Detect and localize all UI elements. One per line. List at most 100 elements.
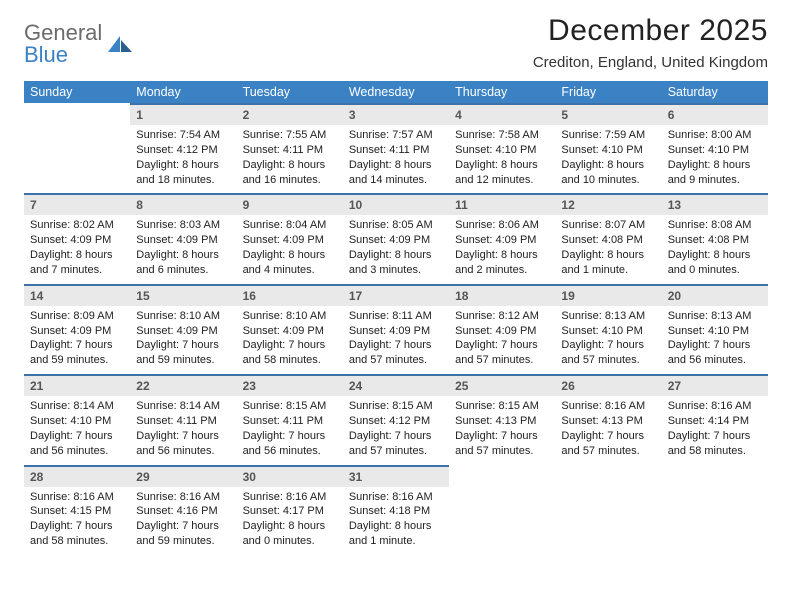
month-title: December 2025 <box>533 14 768 48</box>
sunrise-line: Sunrise: 8:03 AM <box>136 218 230 233</box>
daylight-line: Daylight: 8 hours and 6 minutes. <box>136 248 230 278</box>
day-info: Sunrise: 8:16 AMSunset: 4:14 PMDaylight:… <box>668 399 762 458</box>
weekday-header: Sunday <box>24 81 130 103</box>
weekday-header: Saturday <box>662 81 768 103</box>
day-info: Sunrise: 8:05 AMSunset: 4:09 PMDaylight:… <box>349 218 443 277</box>
day-info: Sunrise: 8:06 AMSunset: 4:09 PMDaylight:… <box>455 218 549 277</box>
daylight-line: Daylight: 8 hours and 7 minutes. <box>30 248 124 278</box>
sunset-line: Sunset: 4:15 PM <box>30 504 124 519</box>
day-info: Sunrise: 8:15 AMSunset: 4:13 PMDaylight:… <box>455 399 549 458</box>
sunset-line: Sunset: 4:10 PM <box>668 143 762 158</box>
daylight-line: Daylight: 8 hours and 0 minutes. <box>243 519 337 549</box>
day-number: 8 <box>130 193 236 215</box>
day-number: 15 <box>130 284 236 306</box>
daylight-line: Daylight: 8 hours and 0 minutes. <box>668 248 762 278</box>
sunset-line: Sunset: 4:10 PM <box>561 324 655 339</box>
calendar-day-cell: 2Sunrise: 7:55 AMSunset: 4:11 PMDaylight… <box>237 103 343 193</box>
day-number: 29 <box>130 465 236 487</box>
sunset-line: Sunset: 4:09 PM <box>349 324 443 339</box>
sunrise-line: Sunrise: 8:07 AM <box>561 218 655 233</box>
sunset-line: Sunset: 4:08 PM <box>668 233 762 248</box>
day-info: Sunrise: 8:09 AMSunset: 4:09 PMDaylight:… <box>30 309 124 368</box>
calendar-page: General Blue December 2025 Crediton, Eng… <box>0 0 792 612</box>
calendar-day-cell: 9Sunrise: 8:04 AMSunset: 4:09 PMDaylight… <box>237 193 343 283</box>
daylight-line: Daylight: 7 hours and 56 minutes. <box>136 429 230 459</box>
calendar-day-cell: 18Sunrise: 8:12 AMSunset: 4:09 PMDayligh… <box>449 284 555 374</box>
daylight-line: Daylight: 8 hours and 16 minutes. <box>243 158 337 188</box>
brand-text: General Blue <box>24 22 102 66</box>
day-info: Sunrise: 7:58 AMSunset: 4:10 PMDaylight:… <box>455 128 549 187</box>
day-info: Sunrise: 8:08 AMSunset: 4:08 PMDaylight:… <box>668 218 762 277</box>
calendar-week-row: 28Sunrise: 8:16 AMSunset: 4:15 PMDayligh… <box>24 465 768 555</box>
day-number: 26 <box>555 374 661 396</box>
sunset-line: Sunset: 4:17 PM <box>243 504 337 519</box>
calendar-day-cell: 22 Sunrise: 8:14 AMSunset: 4:11 PMDayligh… <box>130 374 236 464</box>
daylight-line: Daylight: 7 hours and 57 minutes. <box>561 429 655 459</box>
sunset-line: Sunset: 4:09 PM <box>243 324 337 339</box>
day-number: 14 <box>24 284 130 306</box>
calendar-week-row: 21Sunrise: 8:14 AMSunset: 4:10 PMDayligh… <box>24 374 768 464</box>
day-info: Sunrise: 7:59 AMSunset: 4:10 PMDaylight:… <box>561 128 655 187</box>
day-info: Sunrise: 8:10 AMSunset: 4:09 PMDaylight:… <box>136 309 230 368</box>
weekday-header: Wednesday <box>343 81 449 103</box>
day-info: Sunrise: 8:07 AMSunset: 4:08 PMDaylight:… <box>561 218 655 277</box>
calendar-day-cell: 15 Sunrise: 8:10 AMSunset: 4:09 PMDayligh… <box>130 284 236 374</box>
daylight-line: Daylight: 8 hours and 1 minute. <box>561 248 655 278</box>
day-number: 22 <box>130 374 236 396</box>
calendar-head: SundayMondayTuesdayWednesdayThursdayFrid… <box>24 81 768 103</box>
day-number: 2 <box>237 103 343 125</box>
day-number: 25 <box>449 374 555 396</box>
calendar-day-cell <box>555 465 661 555</box>
day-number: 12 <box>555 193 661 215</box>
calendar-day-cell: 14 Sunrise: 8:09 AMSunset: 4:09 PMDayligh… <box>24 284 130 374</box>
day-info: Sunrise: 8:16 AMSunset: 4:13 PMDaylight:… <box>561 399 655 458</box>
brand-sail-icon <box>106 34 134 54</box>
calendar-day-cell: 7 Sunrise: 8:02 AMSunset: 4:09 PMDaylight… <box>24 193 130 283</box>
sunset-line: Sunset: 4:12 PM <box>136 143 230 158</box>
sunrise-line: Sunrise: 7:54 AM <box>136 128 230 143</box>
daylight-line: Daylight: 8 hours and 2 minutes. <box>455 248 549 278</box>
sunrise-line: Sunrise: 8:16 AM <box>136 490 230 505</box>
daylight-line: Daylight: 8 hours and 4 minutes. <box>243 248 337 278</box>
day-info: Sunrise: 8:15 AMSunset: 4:11 PMDaylight:… <box>243 399 337 458</box>
sunset-line: Sunset: 4:09 PM <box>455 324 549 339</box>
day-info: Sunrise: 8:15 AMSunset: 4:12 PMDaylight:… <box>349 399 443 458</box>
calendar-day-cell <box>449 465 555 555</box>
weekday-header: Monday <box>130 81 236 103</box>
day-info: Sunrise: 8:14 AMSunset: 4:11 PMDaylight:… <box>136 399 230 458</box>
daylight-line: Daylight: 7 hours and 57 minutes. <box>455 429 549 459</box>
day-info: Sunrise: 8:12 AMSunset: 4:09 PMDaylight:… <box>455 309 549 368</box>
day-info: Sunrise: 8:16 AMSunset: 4:17 PMDaylight:… <box>243 490 337 549</box>
sunrise-line: Sunrise: 7:57 AM <box>349 128 443 143</box>
sunrise-line: Sunrise: 8:09 AM <box>30 309 124 324</box>
calendar-week-row: 7 Sunrise: 8:02 AMSunset: 4:09 PMDaylight… <box>24 193 768 283</box>
sunrise-line: Sunrise: 8:13 AM <box>561 309 655 324</box>
sunset-line: Sunset: 4:09 PM <box>136 324 230 339</box>
sunrise-line: Sunrise: 8:10 AM <box>243 309 337 324</box>
calendar-day-cell: 1Sunrise: 7:54 AMSunset: 4:12 PMDaylight… <box>130 103 236 193</box>
day-info: Sunrise: 8:14 AMSunset: 4:10 PMDaylight:… <box>30 399 124 458</box>
day-number: 9 <box>237 193 343 215</box>
daylight-line: Daylight: 7 hours and 59 minutes. <box>136 338 230 368</box>
sunrise-line: Sunrise: 8:16 AM <box>561 399 655 414</box>
daylight-line: Daylight: 7 hours and 57 minutes. <box>349 429 443 459</box>
daylight-line: Daylight: 7 hours and 57 minutes. <box>561 338 655 368</box>
daylight-line: Daylight: 8 hours and 3 minutes. <box>349 248 443 278</box>
calendar-day-cell: 6Sunrise: 8:00 AMSunset: 4:10 PMDaylight… <box>662 103 768 193</box>
calendar-day-cell: 13Sunrise: 8:08 AMSunset: 4:08 PMDayligh… <box>662 193 768 283</box>
calendar-day-cell: 25 Sunrise: 8:15 AMSunset: 4:13 PMDayligh… <box>449 374 555 464</box>
day-number: 3 <box>343 103 449 125</box>
day-number: 30 <box>237 465 343 487</box>
sunset-line: Sunset: 4:18 PM <box>349 504 443 519</box>
sunset-line: Sunset: 4:10 PM <box>561 143 655 158</box>
day-number: 7 <box>24 193 130 215</box>
daylight-line: Daylight: 7 hours and 58 minutes. <box>30 519 124 549</box>
day-number: 10 <box>343 193 449 215</box>
day-info: Sunrise: 8:02 AMSunset: 4:09 PMDaylight:… <box>30 218 124 277</box>
sunrise-line: Sunrise: 8:05 AM <box>349 218 443 233</box>
sunset-line: Sunset: 4:16 PM <box>136 504 230 519</box>
header: General Blue December 2025 Crediton, Eng… <box>24 14 768 71</box>
day-number: 5 <box>555 103 661 125</box>
sunrise-line: Sunrise: 8:15 AM <box>455 399 549 414</box>
weekday-header: Friday <box>555 81 661 103</box>
